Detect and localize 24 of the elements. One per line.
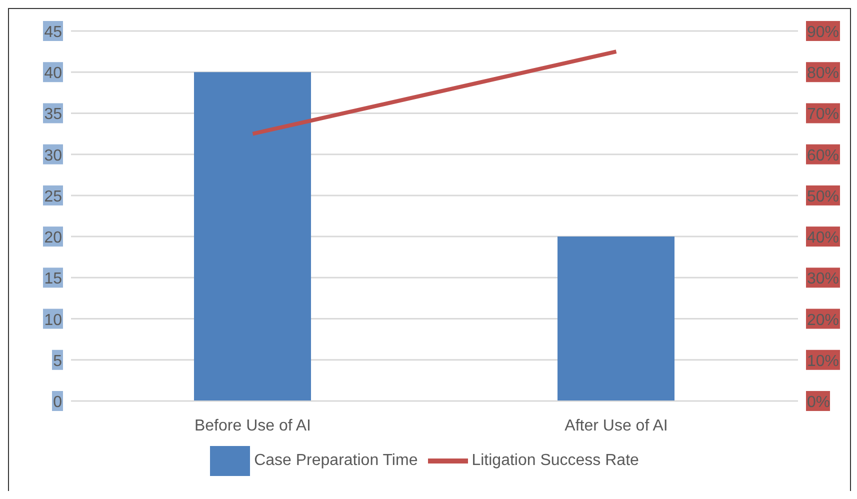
legend-label: Case Preparation Time bbox=[254, 452, 418, 470]
y-tick-label: 30 bbox=[44, 147, 62, 164]
y-tick-label: 40 bbox=[44, 65, 62, 82]
y-tick-label: 0 bbox=[53, 394, 62, 411]
y2-tick-label: 40% bbox=[807, 230, 840, 247]
y2-tick-label: 0% bbox=[807, 394, 830, 411]
y-tick-label: 45 bbox=[44, 24, 62, 41]
y2-tick-label: 60% bbox=[807, 147, 840, 164]
x-tick-label: Before Use of AI bbox=[194, 417, 312, 434]
y-tick-label: 20 bbox=[44, 230, 62, 247]
y2-tick-label: 50% bbox=[807, 188, 840, 206]
y2-tick-label: 80% bbox=[807, 65, 840, 82]
y-tick-label: 5 bbox=[53, 352, 62, 370]
y2-tick-label: 10% bbox=[807, 352, 840, 370]
legend-label: Litigation Success Rate bbox=[472, 452, 639, 470]
y-tick-label: 25 bbox=[44, 188, 62, 206]
y-tick-label: 10 bbox=[44, 312, 62, 329]
y2-tick-label: 20% bbox=[807, 312, 840, 329]
y2-tick-label: 90% bbox=[807, 24, 840, 41]
y-tick-label: 35 bbox=[44, 106, 62, 124]
y-tick-label: 15 bbox=[44, 270, 62, 288]
y2-tick-label: 70% bbox=[807, 106, 840, 124]
x-tick-label: After Use of AI bbox=[564, 417, 668, 434]
y2-tick-label: 30% bbox=[807, 270, 840, 288]
